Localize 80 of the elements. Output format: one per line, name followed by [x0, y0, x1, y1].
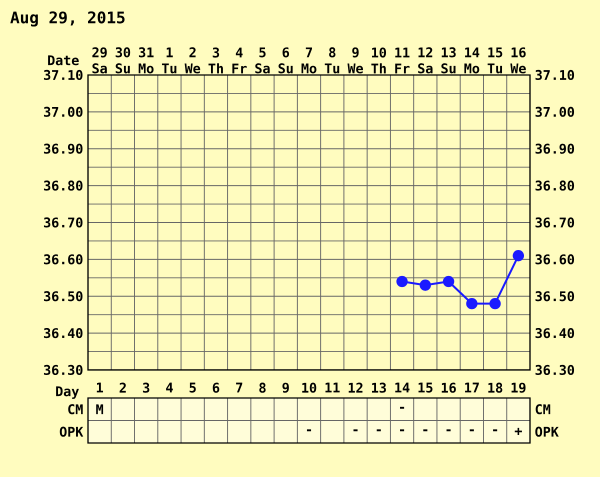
- point: [466, 298, 478, 310]
- x-tick-label: 10: [302, 382, 316, 393]
- x-tick-label: 12: [348, 382, 362, 393]
- y-tick-label: 36.30: [44, 364, 82, 376]
- point: [396, 276, 408, 288]
- point: [489, 298, 501, 310]
- x-tick-label: 6: [212, 382, 220, 393]
- text: -: [376, 429, 381, 432]
- y2-tick-label: CM: [536, 404, 550, 414]
- x2-tick-label: 6 Su: [278, 47, 293, 74]
- x2-tick-label: 11 Fr: [395, 48, 410, 74]
- y2-tick-label: 36.70: [536, 217, 574, 228]
- point: [420, 280, 431, 291]
- x-tick-label: 19: [512, 382, 526, 393]
- y-tick-label: 37.00: [44, 106, 82, 117]
- y2-tick-label: 36.50: [536, 291, 574, 302]
- y2-tick-label: 36.30: [536, 364, 574, 376]
- text: -: [446, 429, 451, 432]
- x2-tick-label: 2 We: [184, 47, 200, 74]
- y-tick-label: 36.90: [44, 144, 82, 154]
- x2-tick-label: 3 Th: [208, 47, 223, 74]
- point: [512, 250, 524, 262]
- x2-tick-label: 14 Mo: [464, 47, 480, 74]
- text: -: [400, 406, 404, 409]
- y-tick-label: 36.80: [44, 180, 82, 191]
- text: -: [470, 429, 474, 432]
- x-tick-label: 3: [142, 382, 150, 393]
- point: [442, 276, 454, 288]
- x2-tick-label: 10 Th: [371, 47, 386, 74]
- y-tick-label: 37.10: [44, 70, 82, 80]
- text: -: [400, 429, 404, 432]
- x2-tick-label: 1 Tu: [162, 47, 176, 74]
- text: +: [514, 428, 522, 436]
- text: -: [423, 429, 428, 432]
- x2-tick-label: 8 Tu: [324, 47, 340, 74]
- x2-axis-title: Date: [48, 55, 79, 66]
- y-tick-label: OPK: [60, 426, 84, 437]
- x2-tick-label: 31 Mo: [138, 47, 154, 74]
- x-tick-label: 16: [442, 382, 456, 393]
- x2-tick-label: 7 Mo: [302, 47, 316, 74]
- x2-tick-label: 15 Tu: [488, 47, 502, 74]
- y2-tick-label: 36.90: [536, 144, 574, 154]
- text: -: [493, 429, 498, 432]
- x2-tick-label: 5 Sa: [255, 47, 270, 74]
- x-tick-label: 2: [120, 382, 126, 393]
- y2-tick-label: 37.00: [536, 106, 574, 117]
- x-tick-label: 4: [166, 382, 173, 392]
- text: -: [306, 429, 312, 432]
- x-tick-label: 9: [282, 382, 289, 393]
- x-tick-label: 18: [488, 382, 502, 393]
- x-tick-label: 13: [372, 382, 386, 393]
- text: -: [353, 429, 358, 432]
- y2-tick-label: 37.10: [536, 70, 574, 80]
- y2-tick-label: OPK: [535, 426, 559, 437]
- x-tick-label: 1: [96, 382, 104, 392]
- x-tick-label: 14: [395, 382, 410, 392]
- x-tick-label: 8: [259, 382, 266, 393]
- y2-tick-label: 36.60: [536, 254, 574, 264]
- chart-title: Aug 29, 2015: [10, 11, 125, 27]
- x2-tick-label: 29 Sa: [92, 47, 107, 74]
- x2-tick-label: 13 Su: [441, 47, 456, 74]
- x2-tick-label: 9 We: [348, 47, 364, 74]
- y-tick-label: 36.50: [44, 291, 82, 302]
- y2-tick-label: 36.80: [536, 180, 574, 191]
- x-tick-label: 11: [325, 382, 340, 392]
- x2-tick-label: 4 Fr: [232, 48, 247, 74]
- x2-tick-label: 30 Su: [116, 47, 130, 74]
- x-axis-title: Day: [56, 386, 79, 399]
- x-tick-label: 7: [236, 382, 242, 392]
- x2-tick-label: 16 We: [510, 47, 526, 74]
- y-tick-label: CM: [68, 404, 83, 414]
- y-tick-label: 36.70: [44, 217, 82, 228]
- x-tick-label: 15: [418, 382, 432, 393]
- x2-tick-label: 12 Sa: [418, 47, 433, 74]
- y-tick-label: 36.60: [44, 254, 82, 264]
- y-tick-label: 36.40: [44, 328, 82, 338]
- x-tick-label: 17: [465, 382, 479, 392]
- text: M: [96, 404, 104, 414]
- x-tick-label: 5: [190, 382, 196, 393]
- y2-tick-label: 36.40: [536, 328, 574, 338]
